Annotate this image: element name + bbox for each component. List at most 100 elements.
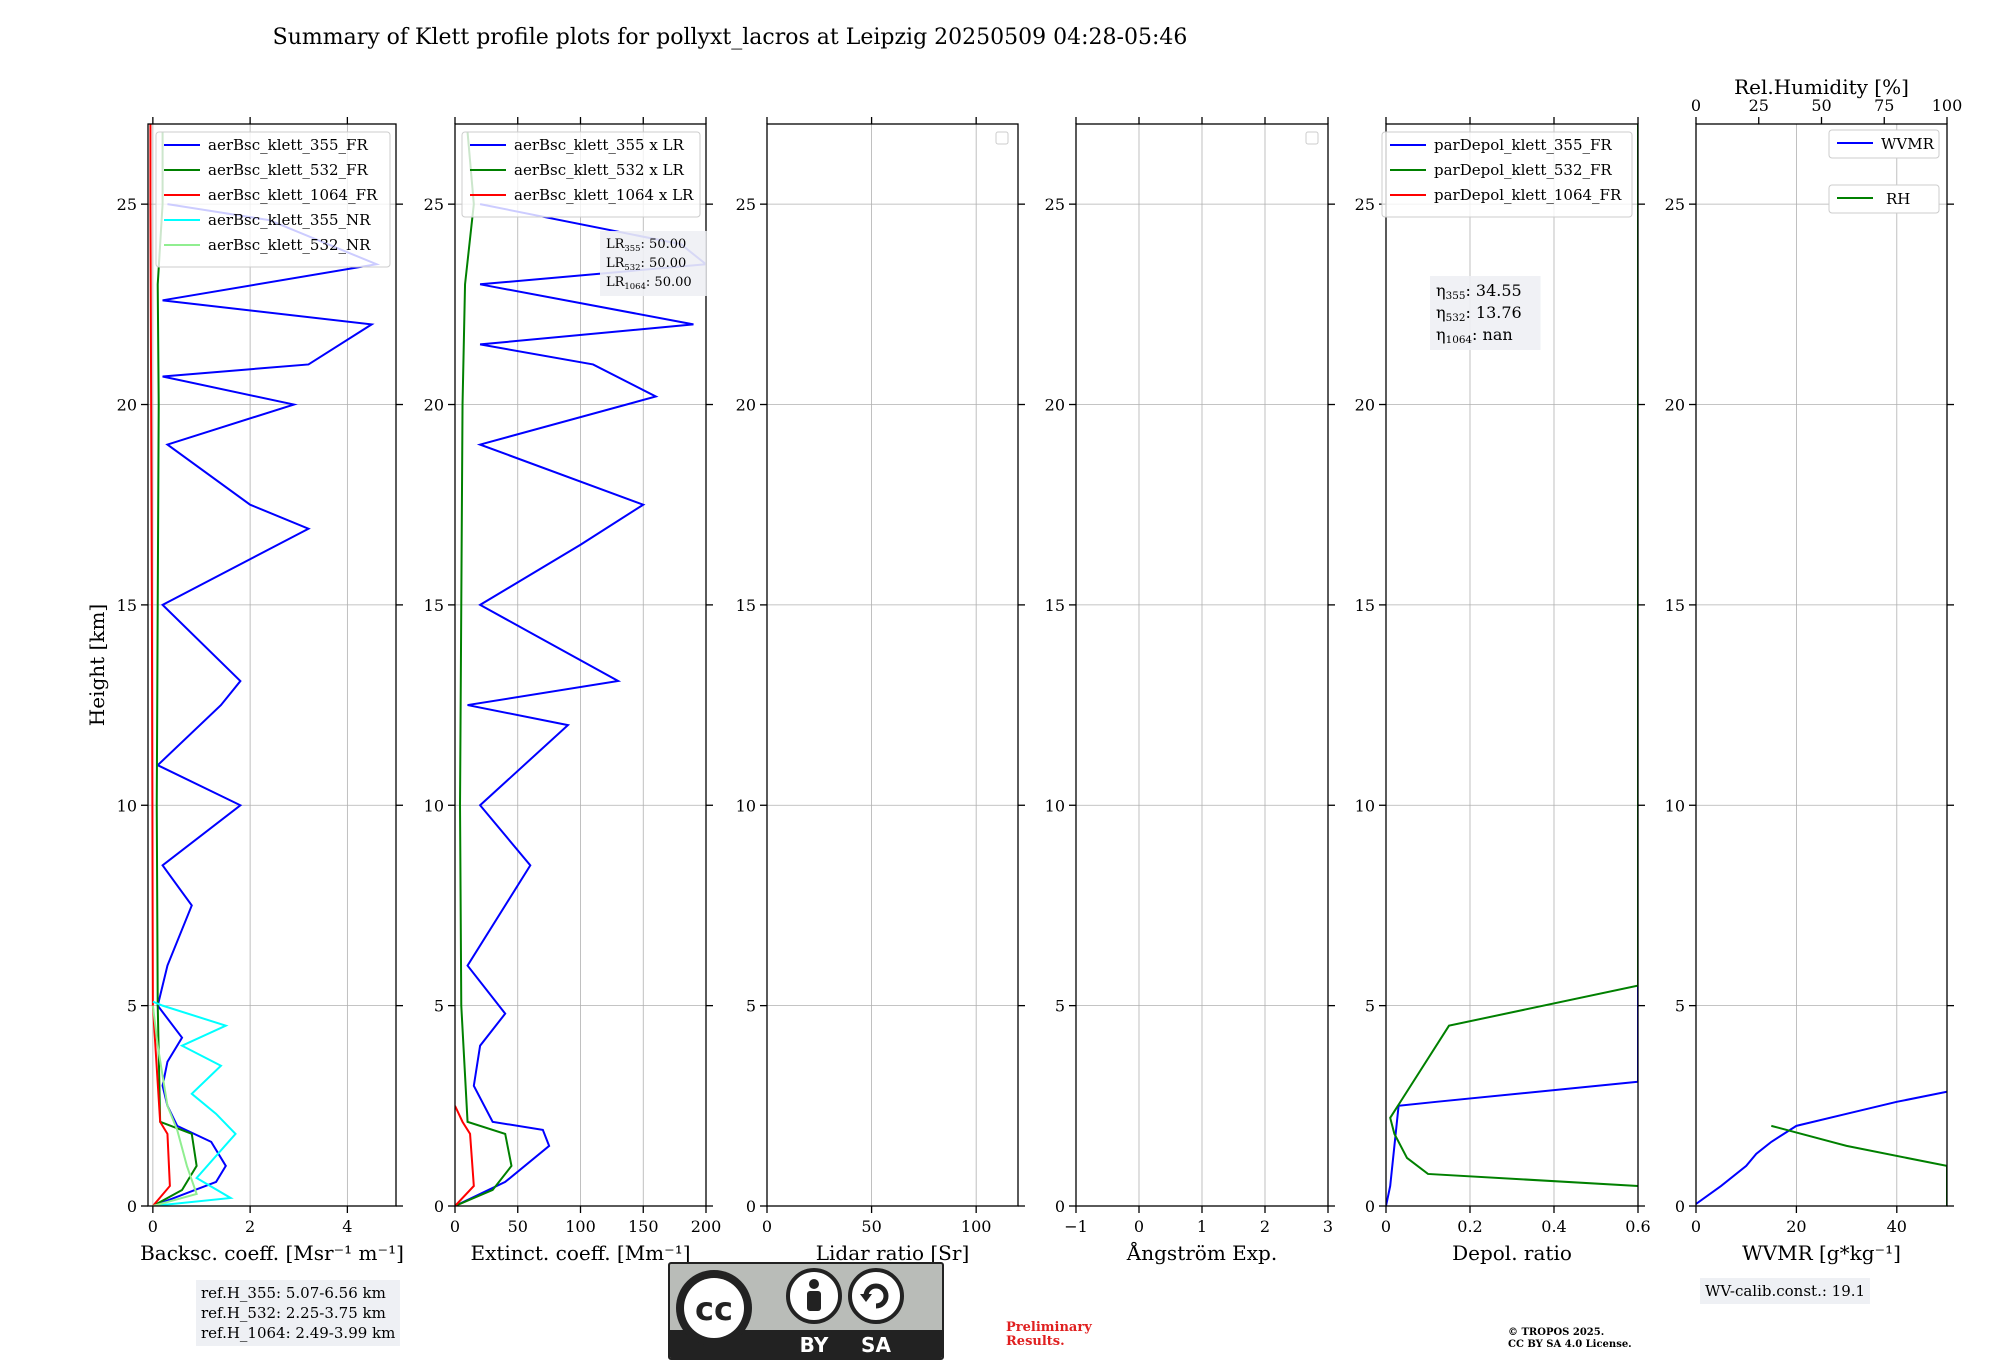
figure-title: Summary of Klett profile plots for polly…	[273, 25, 1188, 50]
y-tick-label: 25	[1045, 195, 1065, 214]
y-tick-label: 0	[434, 1197, 444, 1216]
series-line-aerBsc_klett_1064_FR	[149, 124, 171, 1206]
lidar-ratio-annotation: LR355: 50.00 LR532: 50.00 LR1064: 50.00	[600, 231, 707, 296]
y-tick-label: 20	[424, 396, 444, 415]
plot-frame	[147, 123, 397, 1207]
y-tick-label: 0	[1675, 1197, 1685, 1216]
x-tick-label: 1	[1197, 1217, 1207, 1236]
y-tick-label: 20	[736, 396, 756, 415]
series-line-RH	[1771, 1124, 1947, 1206]
y-tick-label: 5	[746, 997, 756, 1016]
annotation-line: η1064: nan	[1436, 325, 1513, 346]
x2-axis-label: Rel.Humidity [%]	[1734, 75, 1909, 99]
x-tick-label: 0	[450, 1217, 460, 1236]
x2-tick-label: 50	[1811, 96, 1831, 115]
legend-label: aerBsc_klett_355 x LR	[514, 136, 685, 154]
x-tick-label: 50	[861, 1217, 881, 1236]
legend	[995, 131, 1009, 145]
wv-calib-box: WV-calib.const.: 19.1	[1700, 1278, 1871, 1304]
y-tick-label: 0	[1365, 1197, 1375, 1216]
x-tick-label: 150	[628, 1217, 659, 1236]
chart-panel-5: 0 5 10 15 20 25 0 0.2 0.4 0.6 Depol. ratio parDepol…	[1355, 117, 1651, 1265]
wv-calib-text: WV-calib.const.: 19.1	[1705, 1282, 1866, 1300]
chart-panel-3: 0 5 10 15 20 25 0 50 100 Lidar ratio [Sr]	[736, 117, 1025, 1265]
ref-line-1064: ref.H_1064: 2.49-3.99 km	[201, 1324, 396, 1342]
x-tick-label: 4	[342, 1217, 352, 1236]
y-tick-label: 20	[1665, 396, 1685, 415]
y-tick-label: 20	[1045, 396, 1065, 415]
copyright-line-2: CC BY SA 4.0 License.	[1508, 1339, 1632, 1350]
x-axis-label: Depol. ratio	[1452, 1241, 1572, 1265]
y-tick-label: 10	[1355, 796, 1375, 815]
y-tick-label: 10	[424, 796, 444, 815]
legend: WVMR RH	[1828, 129, 1940, 214]
cc-by-sa-icon: cc BY SA	[670, 1268, 942, 1358]
cc-license-badge: cc BY SA	[668, 1262, 944, 1360]
annotation-line: LR1064: 50.00	[606, 275, 692, 291]
y-tick-label: 20	[117, 396, 137, 415]
y-tick-label: 5	[1675, 997, 1685, 1016]
plot-frame	[1695, 123, 1948, 1207]
x2-tick-label: 0	[1691, 96, 1701, 115]
annotation-box	[600, 231, 707, 296]
x-tick-label: 50	[508, 1217, 528, 1236]
annotation-line: LR532: 50.00	[606, 256, 686, 272]
legend: aerBsc_klett_355_FR aerBsc_klett_532_FRae…	[155, 131, 391, 268]
x-tick-label: 200	[691, 1217, 722, 1236]
legend-box-empty	[995, 131, 1009, 145]
y-tick-label: 0	[746, 1197, 756, 1216]
legend-box	[1381, 131, 1633, 218]
y-tick-label: 15	[117, 596, 137, 615]
legend-box	[1828, 184, 1940, 214]
legend-label: aerBsc_klett_1064 x LR	[514, 186, 694, 204]
legend-label: aerBsc_klett_532 x LR	[514, 161, 685, 179]
x2-tick-label: 25	[1749, 96, 1769, 115]
x2-tick-label: 100	[1932, 96, 1963, 115]
series-line-aerBsc_klett_355_NR	[152, 1000, 237, 1206]
ref-line-355: ref.H_355: 5.07-6.56 km	[201, 1284, 386, 1302]
x-axis-label: Lidar ratio [Sr]	[816, 1241, 970, 1265]
series-group	[1696, 1090, 1947, 1206]
x-tick-label: 100	[961, 1217, 992, 1236]
by-label: BY	[800, 1333, 829, 1357]
annotation-line: LR355: 50.00	[606, 237, 686, 253]
chart-panel-1: 0 5 10 15 20 25 0 2 4 Backsc. coeff. [Msr⁻¹ m⁻¹] H…	[85, 117, 404, 1265]
series-line-aerBsc_klett_355_FR	[152, 203, 381, 1206]
copyright-line-1: © TROPOS 2025.	[1508, 1327, 1605, 1338]
x-tick-label: 0.2	[1457, 1217, 1482, 1236]
preliminary-line-2: Results.	[1006, 1334, 1065, 1349]
y-tick-label: 15	[736, 596, 756, 615]
legend-label: parDepol_klett_532_FR	[1434, 161, 1612, 179]
x-tick-label: 2	[245, 1217, 255, 1236]
x-tick-label: −1	[1064, 1217, 1088, 1236]
x-tick-label: 3	[1323, 1217, 1333, 1236]
x-tick-label: 0	[1134, 1217, 1144, 1236]
annotation-line: η532: 13.76	[1436, 303, 1522, 324]
legend-label: aerBsc_klett_1064_FR	[208, 186, 378, 204]
x-axis-label: Ångström Exp.	[1126, 1240, 1277, 1265]
series-line-aerBsc_klett_532 x LR	[455, 131, 513, 1206]
chart-panel-6: 0 5 10 15 20 25 0 20 40 0 25 50 75 100 Rel.Humidity [%…	[1665, 75, 1963, 1265]
preliminary-line-1: Preliminary	[1006, 1320, 1092, 1335]
legend-box	[1828, 129, 1940, 159]
legend-box-empty	[1305, 131, 1319, 145]
y-tick-label: 5	[127, 997, 137, 1016]
y-tick-label: 5	[1365, 997, 1375, 1016]
series-line-aerBsc_klett_532_NR	[151, 1005, 198, 1206]
y-tick-label: 0	[1055, 1197, 1065, 1216]
y-axis-label: Height [km]	[85, 604, 109, 726]
x-axis-label: Extinct. coeff. [Mm⁻¹]	[470, 1241, 690, 1265]
series-line-WVMR	[1696, 1090, 1947, 1205]
legend-box	[155, 131, 391, 268]
y-tick-label: 10	[736, 796, 756, 815]
y-tick-label: 25	[1665, 195, 1685, 214]
y-tick-label: 25	[736, 195, 756, 214]
preliminary-results-note: Preliminary Results.	[1006, 1321, 1092, 1349]
y-tick-label: 0	[127, 1197, 137, 1216]
series-line-aerBsc_klett_355 x LR	[455, 203, 706, 1206]
legend-label: aerBsc_klett_355_NR	[208, 211, 371, 229]
legend: parDepol_klett_355_FR parDepol_klett_532_…	[1381, 131, 1633, 218]
